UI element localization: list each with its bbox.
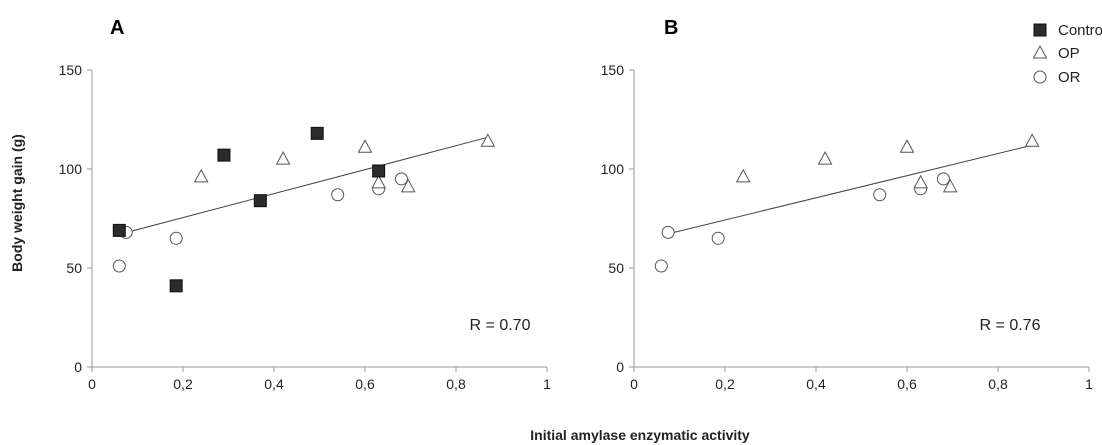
legend-label: OR bbox=[1058, 69, 1081, 86]
legend-marker-control bbox=[1033, 23, 1047, 37]
data-point-op bbox=[735, 168, 751, 183]
legend-marker-op bbox=[1032, 44, 1048, 59]
x-tick-label: 0,8 bbox=[988, 376, 1008, 392]
data-point-op bbox=[942, 178, 958, 193]
x-axis-title: Initial amylase enzymatic activity bbox=[530, 427, 750, 443]
data-point-op bbox=[357, 139, 373, 153]
data-point-op bbox=[817, 151, 833, 165]
y-tick-label: 50 bbox=[66, 260, 82, 276]
data-point-or bbox=[331, 188, 345, 202]
y-tick-label: 150 bbox=[601, 62, 625, 78]
x-tick-label: 1 bbox=[1085, 376, 1093, 392]
r-value-label: R = 0.70 bbox=[470, 317, 531, 334]
data-point-or bbox=[711, 231, 725, 245]
y-tick-label: 100 bbox=[601, 161, 625, 177]
legend: Control OP OR bbox=[1032, 22, 1102, 86]
data-point-op bbox=[899, 139, 915, 153]
data-point-control bbox=[372, 164, 386, 178]
data-point-control bbox=[310, 126, 324, 140]
trendline bbox=[119, 136, 488, 235]
x-tick-label: 0,2 bbox=[715, 376, 735, 392]
data-point-control bbox=[169, 279, 183, 293]
y-tick-label: 0 bbox=[616, 359, 624, 375]
y-tick-label: 50 bbox=[608, 260, 624, 276]
legend-item-op: OP bbox=[1032, 44, 1080, 62]
data-point-control bbox=[112, 223, 126, 237]
x-tick-label: 0,6 bbox=[355, 376, 375, 392]
y-tick-label: 100 bbox=[59, 161, 83, 177]
data-point-or bbox=[112, 259, 126, 273]
x-tick-label: 0,4 bbox=[806, 376, 826, 392]
legend-marker-or bbox=[1033, 70, 1047, 84]
data-point-op bbox=[275, 151, 291, 165]
x-tick-label: 0,2 bbox=[173, 376, 193, 392]
data-point-or bbox=[394, 172, 408, 186]
x-tick-label: 0,8 bbox=[446, 376, 466, 392]
y-tick-label: 150 bbox=[59, 62, 83, 78]
panel-a: A 0 50 100 150 0 0,2 0,4 0,6 0,8 1 R = 0.70 bbox=[59, 17, 551, 392]
data-point-or bbox=[169, 231, 183, 245]
legend-label: Control bbox=[1058, 22, 1102, 39]
data-point-op bbox=[371, 174, 386, 189]
data-point-op bbox=[913, 174, 928, 189]
data-point-control bbox=[253, 194, 267, 208]
data-point-op bbox=[1024, 133, 1040, 147]
panel-letter: A bbox=[110, 17, 124, 39]
x-tick-label: 0,4 bbox=[264, 376, 284, 392]
panel-b: B 0 50 100 150 0 0,2 0,4 0,6 0,8 1 R = 0.76 bbox=[601, 17, 1093, 392]
data-point-or bbox=[661, 225, 675, 239]
x-tick-label: 0,6 bbox=[897, 376, 917, 392]
x-tick-label: 0 bbox=[88, 376, 96, 392]
data-point-op bbox=[400, 178, 416, 193]
x-tick-label: 0 bbox=[630, 376, 638, 392]
data-point-or bbox=[936, 172, 950, 186]
data-point-or bbox=[873, 188, 887, 202]
data-point-op bbox=[193, 168, 209, 183]
legend-label: OP bbox=[1058, 45, 1080, 62]
panel-letter: B bbox=[664, 17, 678, 39]
x-tick-label: 1 bbox=[543, 376, 551, 392]
y-axis-title: Body weight gain (g) bbox=[9, 134, 25, 272]
panels-group: A 0 50 100 150 0 0,2 0,4 0,6 0,8 1 R = 0.70 B 0 50 100 1… bbox=[59, 17, 1093, 392]
data-point-op bbox=[480, 133, 496, 147]
trendline bbox=[665, 144, 1033, 235]
data-point-control bbox=[217, 148, 231, 162]
legend-item-or: OR bbox=[1033, 69, 1081, 86]
y-tick-label: 0 bbox=[74, 359, 82, 375]
data-point-or bbox=[654, 259, 668, 273]
r-value-label: R = 0.76 bbox=[980, 317, 1041, 334]
legend-item-control: Control bbox=[1033, 22, 1102, 39]
